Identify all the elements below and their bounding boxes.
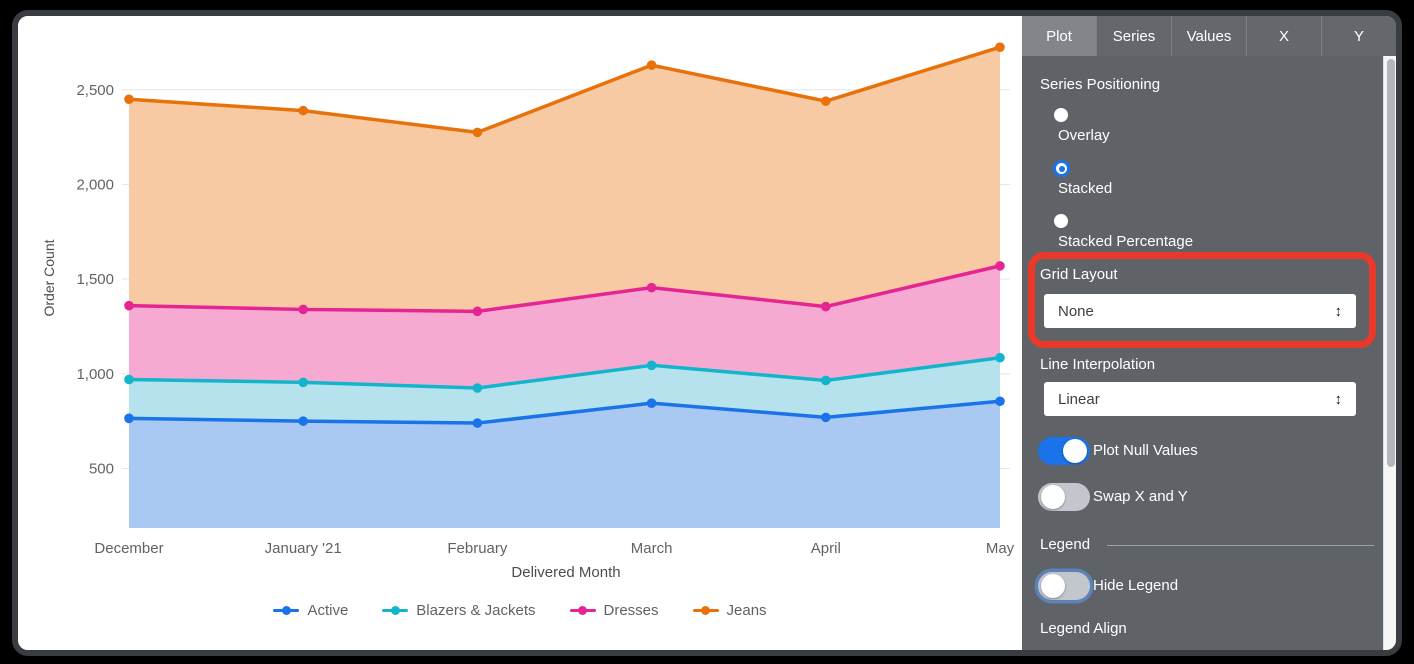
- legend-align-label: Legend Align: [1040, 620, 1127, 637]
- legend-marker-icon: [273, 606, 300, 616]
- stacked-area-chart: 2,500 2,000 1,500 1,000 500 December January '…: [41, 42, 1015, 581]
- tab-y[interactable]: Y: [1353, 27, 1364, 45]
- svg-text:1,000: 1,000: [76, 366, 114, 383]
- radio-stacked-circle[interactable]: [1053, 160, 1070, 177]
- tab-x[interactable]: X: [1247, 16, 1322, 56]
- svg-text:March: March: [631, 540, 673, 557]
- svg-text:April: April: [811, 540, 841, 557]
- stepper-icon: ↕: [1334, 302, 1343, 320]
- swap-x-and-y-label: Swap X and Y: [1093, 488, 1188, 505]
- options-panel: Plot Series Values X Y Series Positionin…: [1022, 16, 1396, 650]
- legend-item[interactable]: Dresses: [569, 602, 659, 619]
- line-interpolation-label: Line Interpolation: [1040, 356, 1156, 373]
- radio-overlay-circle[interactable]: [1054, 108, 1068, 122]
- app-window: 2,500 2,000 1,500 1,000 500 December January '…: [12, 10, 1402, 656]
- legend-marker-icon: [569, 606, 596, 616]
- hide-legend-toggle[interactable]: [1038, 572, 1090, 600]
- grid-layout-value: None: [1058, 302, 1094, 320]
- radio-stacked-percentage-label: Stacked Percentage: [1058, 233, 1194, 250]
- tab-series[interactable]: Series: [1097, 16, 1172, 56]
- legend-item[interactable]: Jeans: [692, 602, 767, 619]
- svg-text:1,500: 1,500: [76, 271, 114, 288]
- line-interpolation-select[interactable]: Linear ↕: [1044, 382, 1356, 416]
- panel-tabs: Plot Series Values X Y: [1022, 16, 1396, 56]
- legend-label: Active: [307, 602, 349, 619]
- legend-section-divider: [1107, 545, 1374, 546]
- legend-label: Jeans: [726, 602, 767, 619]
- chart-legend: Active Blazers & Jackets Dresses Jeans: [18, 602, 1022, 619]
- toggle-knob: [1041, 485, 1065, 509]
- svg-text:Order Count: Order Count: [41, 239, 57, 316]
- plot-null-values-label: Plot Null Values: [1093, 442, 1198, 459]
- panel-scrollbar-thumb[interactable]: [1386, 59, 1395, 467]
- svg-text:2,000: 2,000: [76, 176, 114, 193]
- toggle-knob: [1063, 439, 1087, 463]
- stepper-icon: ↕: [1334, 390, 1343, 408]
- series-positioning-label: Series Positioning: [1040, 76, 1161, 93]
- svg-text:2,500: 2,500: [76, 82, 114, 99]
- svg-text:500: 500: [89, 461, 114, 478]
- legend-section-header: Legend: [1040, 536, 1091, 553]
- toggle-knob: [1041, 574, 1065, 598]
- svg-text:February: February: [447, 540, 508, 557]
- plot-null-values-toggle[interactable]: [1038, 437, 1090, 465]
- hide-legend-label: Hide Legend: [1093, 577, 1179, 594]
- line-interpolation-value: Linear: [1058, 390, 1100, 408]
- radio-overlay-label: Overlay: [1058, 127, 1110, 144]
- svg-text:Delivered Month: Delivered Month: [511, 564, 620, 581]
- legend-item[interactable]: Blazers & Jackets: [382, 602, 536, 619]
- chart-area: 2,500 2,000 1,500 1,000 500 December January '…: [18, 16, 1022, 650]
- tab-values[interactable]: Values: [1172, 16, 1247, 56]
- tab-plot[interactable]: Plot: [1022, 16, 1097, 56]
- legend-item[interactable]: Active: [273, 602, 348, 619]
- legend-marker-icon: [382, 606, 409, 616]
- swap-x-and-y-toggle[interactable]: [1038, 483, 1090, 511]
- grid-layout-select[interactable]: None ↕: [1044, 294, 1356, 328]
- grid-layout-label: Grid Layout: [1040, 266, 1118, 283]
- svg-text:May: May: [986, 540, 1015, 557]
- svg-text:January '21: January '21: [265, 540, 342, 557]
- svg-text:December: December: [94, 540, 163, 557]
- panel-scrollbar-track[interactable]: [1383, 56, 1396, 650]
- legend-label: Blazers & Jackets: [416, 602, 536, 619]
- legend-label: Dresses: [603, 602, 659, 619]
- radio-stacked-percentage-circle[interactable]: [1054, 214, 1068, 228]
- legend-marker-icon: [692, 606, 719, 616]
- radio-stacked-label: Stacked: [1058, 180, 1113, 197]
